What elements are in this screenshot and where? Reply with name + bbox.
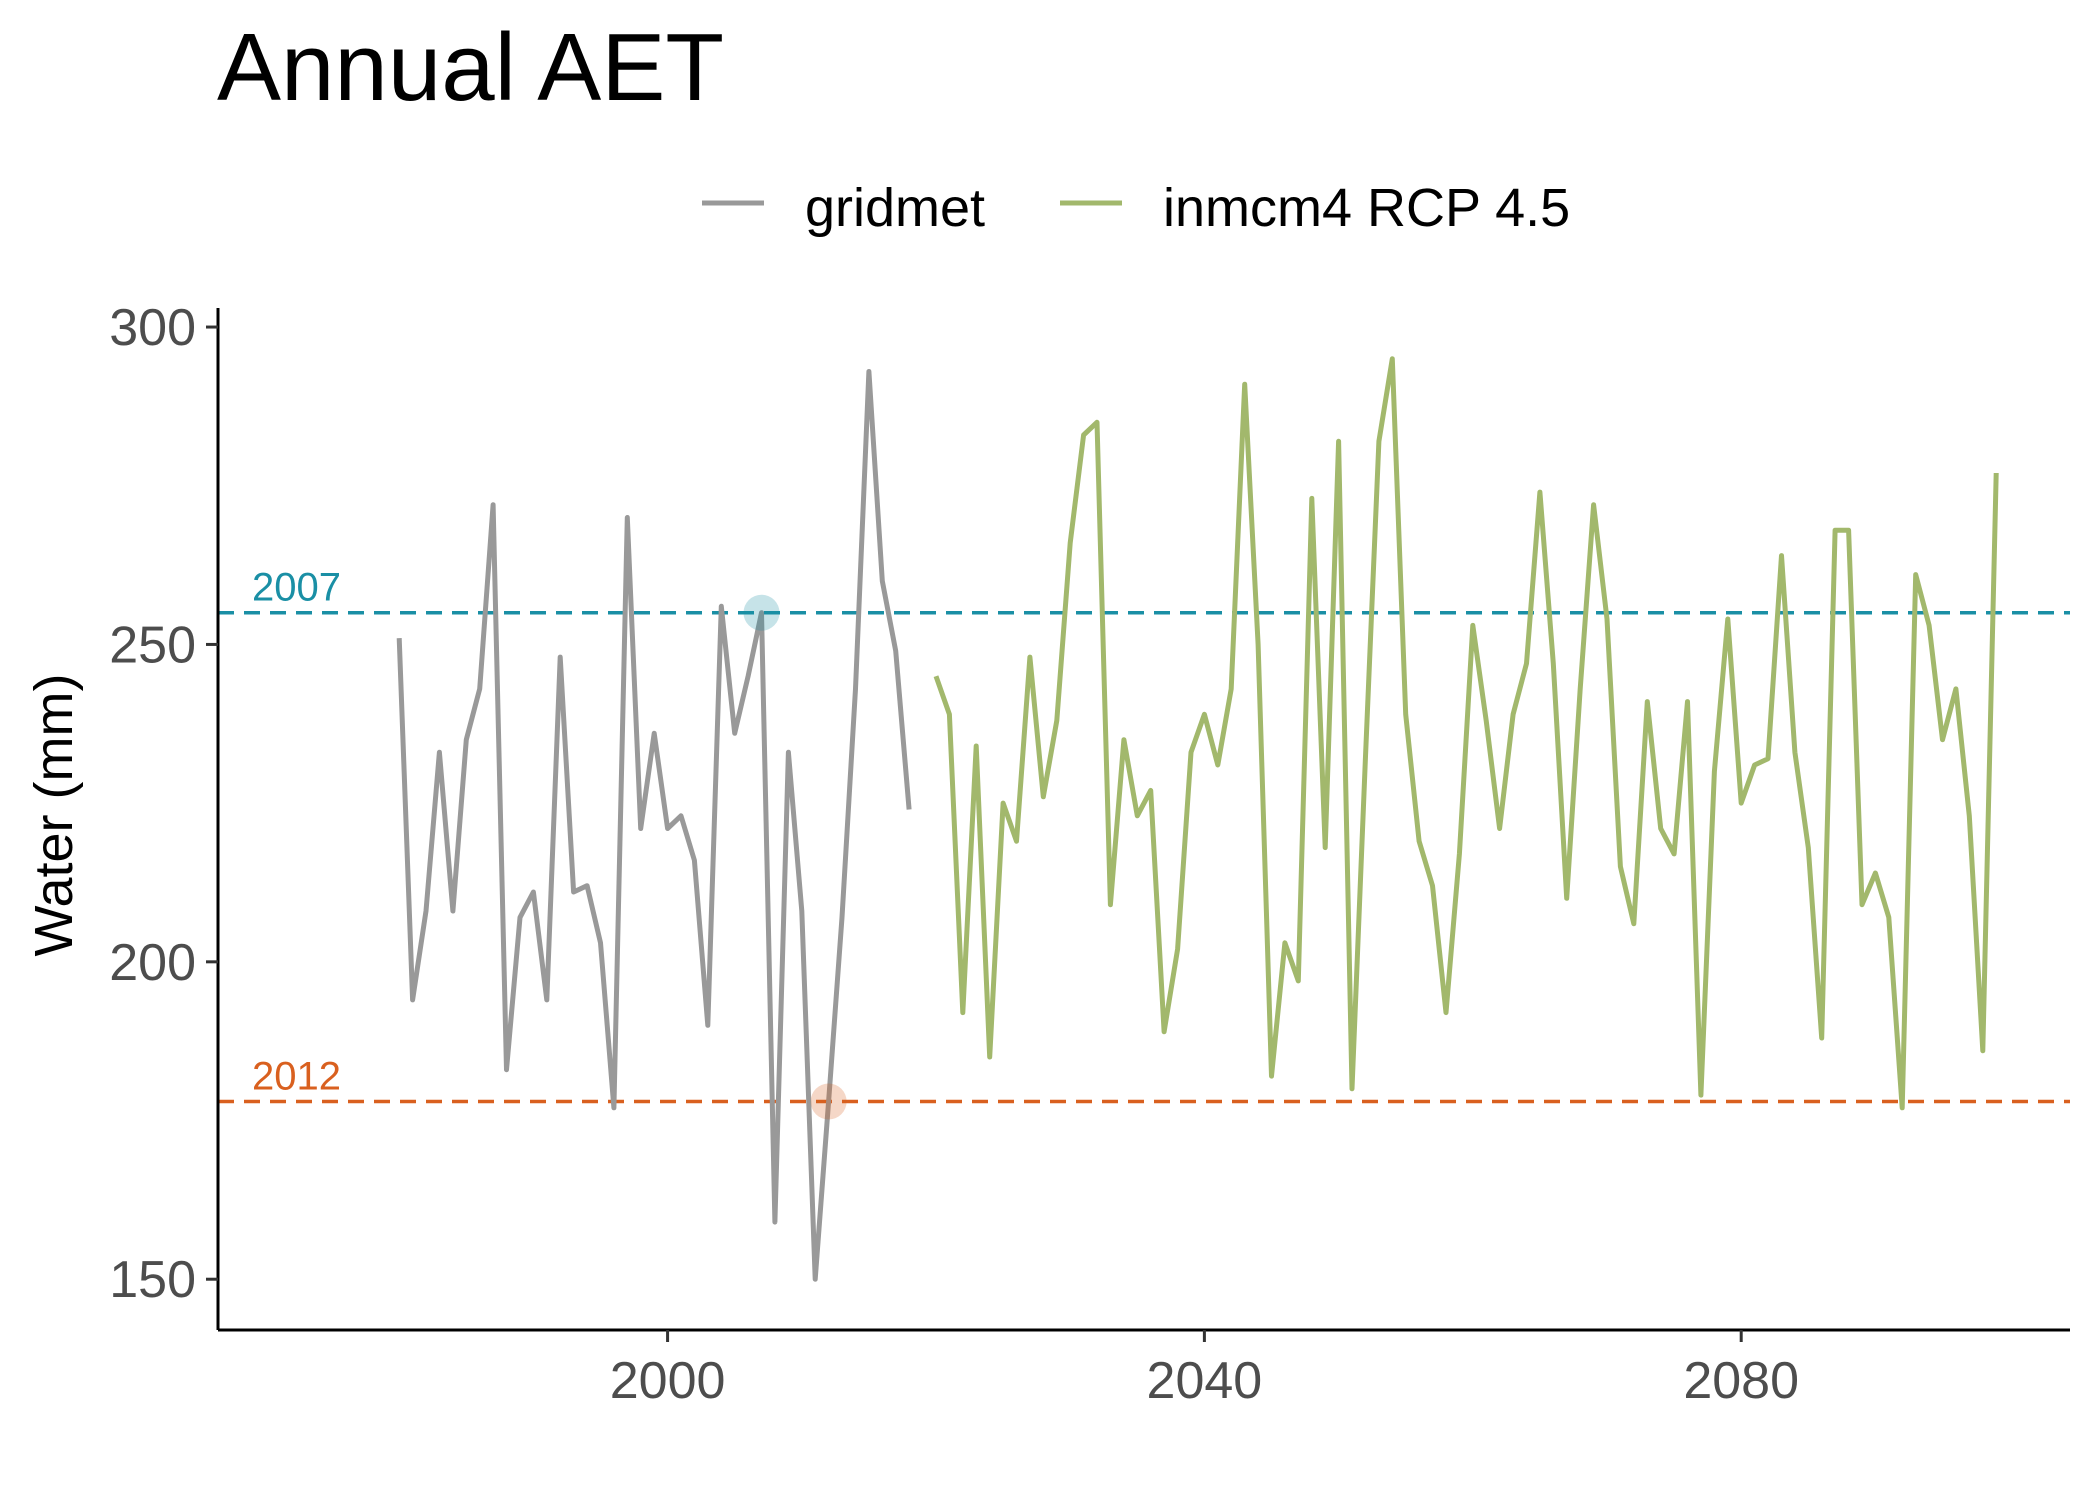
- y-tick-label-200: 200: [109, 934, 196, 992]
- legend-label-inmcm4: inmcm4 RCP 4.5: [1163, 178, 1570, 238]
- reference-label-2012: 2012: [252, 1054, 341, 1098]
- highlight-marker-2007: [743, 594, 780, 631]
- y-axis-title: Water (mm): [24, 674, 84, 957]
- legend-label-gridmet: gridmet: [805, 178, 985, 238]
- legend: gridmet inmcm4 RCP 4.5: [702, 178, 1570, 238]
- y-tick-label-250: 250: [109, 616, 196, 674]
- series-line-inmcm4: [933, 356, 1999, 1111]
- highlight-marker-2012: [810, 1083, 847, 1120]
- y-tick-label-150: 150: [109, 1251, 196, 1309]
- reference-label-2007: 2007: [252, 566, 341, 610]
- series-line-gridmet: [396, 369, 912, 1282]
- x-tick-label-2080: 2080: [1683, 1352, 1799, 1410]
- plot-area: 2007 2012 150 200 250 300 2000 2040 2080: [109, 299, 2070, 1410]
- x-tick-label-2040: 2040: [1147, 1352, 1263, 1410]
- y-tick-label-300: 300: [109, 299, 196, 357]
- chart-title: Annual AET: [217, 14, 724, 121]
- x-tick-label-2000: 2000: [610, 1352, 726, 1410]
